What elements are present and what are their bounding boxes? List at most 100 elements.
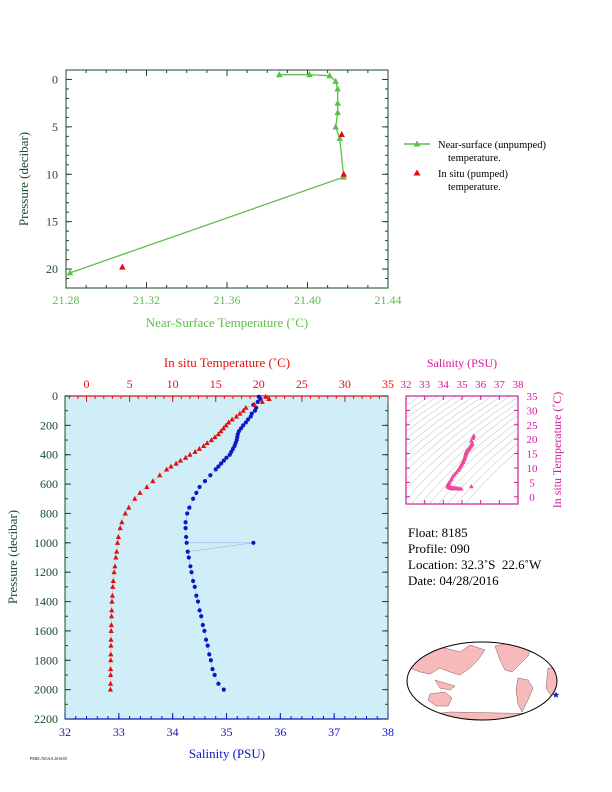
location-label: Location: (408, 557, 458, 572)
salinity-point (192, 584, 197, 589)
ts-inset-point (458, 486, 464, 491)
near-surface-unpumped-point (334, 85, 341, 92)
legend-unpumped-line2: temperature. (448, 153, 501, 164)
near-surface-ticks: 21.28 21.32 21.36 21.40 21.44 0 5 10 15 20 (46, 70, 402, 307)
profile-top-axis-label: In situ Temperature (˚C) (164, 355, 290, 370)
near-surface-legend: Near-surface (unpumped) temperature. In … (404, 140, 546, 193)
ts-inset-x-tick-label: 36 (475, 379, 487, 391)
temperature-point (196, 445, 202, 451)
float-label: Float: (408, 525, 439, 540)
ts-inset-x-tick-label: 37 (494, 379, 506, 391)
near-surface-x-tick-label: 21.32 (133, 293, 160, 307)
salinity-point (255, 399, 260, 404)
temperature-tick-label: 10 (167, 377, 179, 391)
salinity-point (183, 520, 188, 525)
ts-inset-series (445, 433, 477, 491)
salinity-point (208, 473, 213, 478)
temperature-point (115, 534, 122, 539)
float-id-row: Float: 8185 (408, 525, 541, 541)
temperature-point (164, 466, 170, 472)
star-icon (552, 691, 560, 698)
temperature-point (108, 672, 114, 677)
near-surface-y-tick-label: 15 (46, 215, 58, 229)
salinity-point (197, 484, 202, 490)
temperature-point (108, 622, 114, 628)
near-surface-x-axis-label: Near-Surface Temperature (˚C) (146, 315, 308, 330)
ts-inset-density-contour (420, 415, 518, 504)
temperature-point (182, 454, 189, 460)
near-surface-y-tick-label: 20 (46, 262, 58, 276)
temperature-point (201, 443, 207, 448)
ts-inset-y-tick-label: 30 (527, 405, 539, 417)
temperature-point (208, 437, 215, 443)
ts-inset-point (455, 467, 461, 472)
temperature-point (220, 425, 227, 431)
salinity-point (185, 511, 190, 516)
location-map (406, 641, 560, 721)
pressure-tick-label: 400 (40, 448, 58, 462)
ts-inset-density-contour (406, 396, 458, 432)
ts-inset: 32 33 34 35 36 37 38 0 5 10 15 20 25 30 35 Salinity (P… (401, 356, 565, 508)
salinity-point (243, 420, 248, 425)
salinity-point (212, 672, 217, 678)
salinity-point (185, 549, 190, 554)
temperature-point (107, 686, 114, 692)
near-surface-x-tick-label: 21.40 (294, 293, 321, 307)
ts-inset-y-tick-label: 5 (529, 477, 535, 489)
temperature-point (237, 410, 243, 416)
salinity-point (208, 658, 213, 663)
temperature-point (108, 642, 114, 648)
ts-inset-point (468, 483, 474, 489)
ts-inset-y-tick-label: 15 (527, 449, 539, 461)
pressure-tick-label: 200 (40, 418, 58, 432)
pressure-tick-label: 600 (40, 477, 58, 491)
ts-inset-x-tick-label: 32 (401, 379, 412, 391)
legend-pumped-line2: temperature. (448, 182, 501, 193)
salinity-point (251, 540, 256, 545)
temperature-point (112, 563, 118, 569)
pressure-tick-label: 2000 (34, 683, 58, 697)
pressure-tick-label: 1600 (34, 624, 58, 638)
ts-inset-y-tick-label: 20 (527, 434, 539, 446)
legend-entry-pumped: In situ (pumped) temperature. (438, 169, 511, 193)
ts-inset-x-tick-label: 38 (513, 379, 525, 391)
near-surface-x-tick-label: 21.44 (375, 293, 402, 307)
temperature-point (251, 401, 258, 407)
temperature-tick-label: 15 (210, 377, 222, 391)
ts-inset-x-tick-label: 33 (419, 379, 431, 391)
salinity-point (191, 496, 196, 501)
temperature-point (122, 510, 128, 516)
temperature-point (110, 578, 116, 584)
salinity-point (187, 505, 192, 510)
ts-inset-density-contour (406, 396, 494, 463)
ts-inset-x-tick-label: 34 (438, 379, 450, 391)
pressure-tick-label: 1200 (34, 565, 58, 579)
temperature-tick-label: 35 (382, 377, 394, 391)
ts-inset-density-contour (456, 442, 518, 504)
profile-row: Profile: 090 (408, 541, 541, 557)
salinity-point (245, 417, 251, 422)
location-row: Location: 32.3˚S 22.6˚W (408, 557, 541, 573)
profile-ticks: 32 33 34 35 36 37 38 0 5 10 15 20 25 30 35 0 200 400 600 80… (34, 377, 394, 739)
temperature-point (110, 583, 116, 589)
pressure-tick-label: 1000 (34, 536, 58, 550)
salinity-point (199, 614, 204, 619)
salinity-point (189, 570, 194, 575)
pressure-tick-label: 800 (40, 506, 58, 520)
ts-inset-density-contour (429, 421, 518, 504)
temperature-point (192, 448, 198, 454)
ts-inset-ticks: 32 33 34 35 36 37 38 0 5 10 15 20 25 30 35 (401, 379, 539, 504)
temperature-point (114, 539, 121, 545)
ts-inset-density-contours (406, 396, 518, 504)
legend-green-triangle-icon (413, 140, 421, 147)
temperature-point (117, 525, 123, 531)
temperature-point (108, 636, 114, 642)
legend-pumped-line1: In situ (pumped) (438, 169, 508, 180)
salinity-tick-label: 37 (328, 725, 340, 739)
ts-inset-density-contour (465, 450, 518, 504)
temperature-point (229, 416, 235, 422)
temperature-tick-label: 30 (339, 377, 351, 391)
temperature-point (114, 548, 120, 554)
salinity-tick-label: 38 (382, 725, 394, 739)
salinity-point (194, 490, 199, 495)
